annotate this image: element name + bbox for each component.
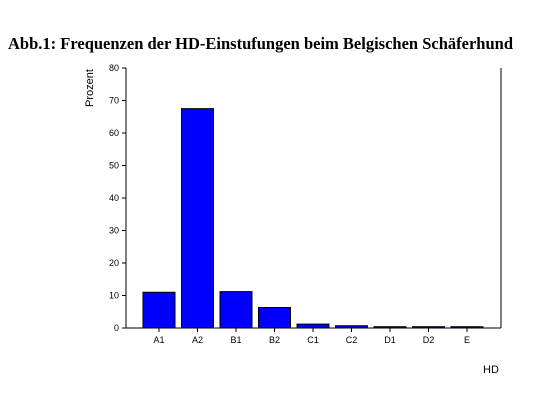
bar-a1 bbox=[142, 291, 176, 329]
y-tick-label: 10 bbox=[109, 291, 119, 301]
bar-c2 bbox=[335, 325, 368, 329]
y-tick-label: 40 bbox=[109, 193, 119, 203]
bar-d2 bbox=[412, 326, 445, 329]
y-ticks-group: 0 10 20 30 40 50 60 70 80 bbox=[109, 63, 126, 333]
bar-b2 bbox=[258, 307, 291, 329]
y-tick-label: 60 bbox=[109, 128, 119, 138]
bar-d1 bbox=[373, 326, 407, 329]
y-axis-label: Prozent bbox=[84, 69, 96, 107]
bars-group bbox=[142, 108, 484, 329]
chart-title: Abb.1: Frequenzen der HD-Einstufungen be… bbox=[8, 34, 513, 53]
x-tick-label-a2: A2 bbox=[192, 335, 203, 345]
y-tick-label: 0 bbox=[114, 323, 119, 333]
bar-b1 bbox=[219, 291, 253, 329]
y-tick-label: 20 bbox=[109, 258, 119, 268]
y-tick-label: 30 bbox=[109, 226, 119, 236]
x-tick-label-d2: D2 bbox=[423, 335, 435, 345]
bar-e bbox=[450, 326, 484, 329]
y-tick-label: 70 bbox=[109, 96, 119, 106]
y-tick-label: 80 bbox=[109, 63, 119, 73]
x-tick-label-b2: B2 bbox=[269, 335, 280, 345]
x-ticks-group: A1 A2 B1 B2 C1 C2 D1 D2 E bbox=[153, 328, 470, 345]
y-tick-label: 50 bbox=[109, 161, 119, 171]
x-axis-label: HD bbox=[483, 364, 499, 376]
x-tick-label-a1: A1 bbox=[153, 335, 164, 345]
x-tick-label-e: E bbox=[464, 335, 470, 345]
x-tick-label-c1: C1 bbox=[307, 335, 319, 345]
x-tick-label-c2: C2 bbox=[346, 335, 358, 345]
x-tick-label-b1: B1 bbox=[230, 335, 241, 345]
bar-a2 bbox=[181, 108, 214, 329]
bar-c1 bbox=[296, 323, 330, 329]
x-tick-label-d1: D1 bbox=[384, 335, 396, 345]
